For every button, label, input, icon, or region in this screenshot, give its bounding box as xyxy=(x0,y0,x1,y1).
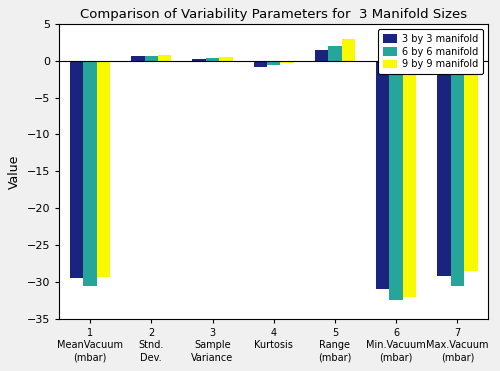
Bar xyxy=(376,61,390,289)
Bar xyxy=(267,61,280,65)
Bar xyxy=(438,61,450,276)
Bar xyxy=(144,56,158,61)
Bar xyxy=(315,50,328,61)
Bar xyxy=(131,56,144,61)
Bar xyxy=(464,61,477,271)
Bar xyxy=(220,57,232,61)
Bar xyxy=(254,61,267,67)
Title: Comparison of Variability Parameters for  3 Manifold Sizes: Comparison of Variability Parameters for… xyxy=(80,8,468,22)
Bar xyxy=(280,61,294,63)
Bar xyxy=(390,61,403,301)
Bar xyxy=(97,61,110,277)
Bar xyxy=(403,61,416,297)
Bar xyxy=(450,61,464,286)
Bar xyxy=(192,59,206,61)
Bar xyxy=(206,58,220,61)
Y-axis label: Value: Value xyxy=(8,154,22,188)
Bar xyxy=(158,55,172,61)
Bar xyxy=(70,61,84,278)
Bar xyxy=(84,61,97,286)
Legend: 3 by 3 manifold, 6 by 6 manifold, 9 by 9 manifold: 3 by 3 manifold, 6 by 6 manifold, 9 by 9… xyxy=(378,29,483,74)
Bar xyxy=(328,46,342,61)
Bar xyxy=(342,39,355,61)
